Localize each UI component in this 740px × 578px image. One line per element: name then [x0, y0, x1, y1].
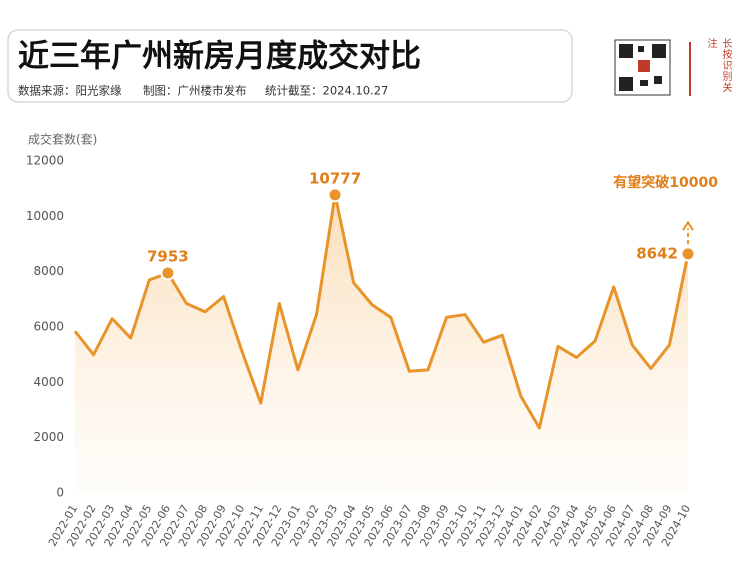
arrow-head: [682, 220, 694, 231]
chart-title: 近三年广州新房月度成交对比: [18, 39, 421, 75]
subtitle: 统计截至：2024.10.27: [265, 84, 388, 98]
y-tick-label: 8000: [33, 264, 64, 278]
qr-code: [614, 39, 671, 96]
y-tick-label: 4000: [33, 375, 64, 389]
y-axis-label: 成交套数(套): [28, 132, 97, 147]
highlight-point: [680, 246, 696, 262]
data-label: 10777: [309, 169, 361, 187]
y-tick-label: 10000: [26, 209, 64, 223]
y-tick-label: 2000: [33, 430, 64, 444]
subtitle: 数据来源：阳光家缘: [18, 84, 122, 98]
data-label: 7953: [147, 247, 189, 265]
area: [75, 194, 688, 493]
y-tick-label: 12000: [26, 154, 64, 168]
highlight-point: [327, 187, 343, 203]
header-box: [7, 29, 573, 103]
side-text: 长按识别关注: [705, 38, 731, 93]
highlight-point: [160, 265, 176, 281]
subtitle: 制图：广州楼市发布: [143, 84, 247, 98]
annotation: 有望突破10000: [613, 174, 718, 191]
line: [73, 193, 690, 430]
y-tick-label: 6000: [33, 320, 64, 334]
data-label: 8642: [636, 244, 678, 262]
y-tick-label: 0: [56, 486, 64, 500]
